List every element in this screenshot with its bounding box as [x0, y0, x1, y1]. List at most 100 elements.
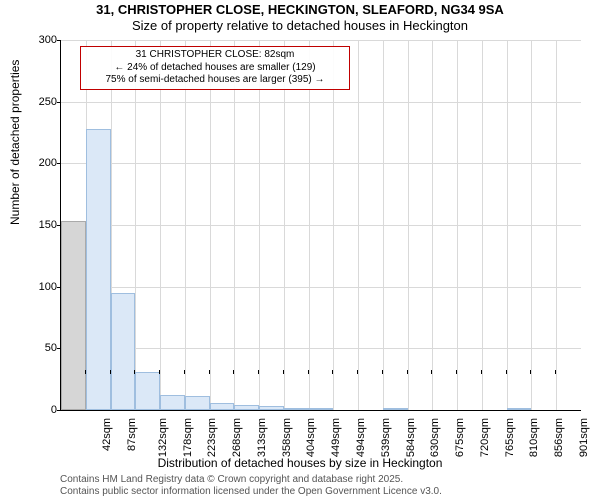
gridline-v — [259, 40, 260, 410]
xtick-mark — [431, 370, 432, 374]
xtick-mark — [60, 370, 61, 374]
y-axis-label: Number of detached properties — [8, 60, 22, 225]
ytick-label: 200 — [23, 157, 57, 169]
xtick-mark — [357, 370, 358, 374]
xtick-mark — [258, 370, 259, 374]
gridline-h — [61, 102, 581, 103]
xtick-label: 132sqm — [157, 418, 169, 457]
bar — [259, 406, 284, 410]
xtick-label: 765sqm — [504, 418, 516, 457]
ytick-mark — [57, 163, 61, 164]
bar — [210, 403, 235, 410]
footer-line1: Contains HM Land Registry data © Crown c… — [60, 474, 442, 486]
xtick-mark — [382, 370, 383, 374]
xtick-mark — [159, 370, 160, 374]
gridline-v — [284, 40, 285, 410]
ytick-mark — [57, 410, 61, 411]
bar — [111, 293, 136, 410]
ytick-label: 250 — [23, 96, 57, 108]
xtick-label: 223sqm — [207, 418, 219, 457]
gridline-v — [457, 40, 458, 410]
xtick-mark — [184, 370, 185, 374]
gridline-v — [160, 40, 161, 410]
gridline-v — [531, 40, 532, 410]
bar — [309, 408, 334, 410]
xtick-mark — [506, 370, 507, 374]
xtick-label: 856sqm — [553, 418, 565, 457]
bar — [86, 129, 111, 410]
ytick-label: 150 — [23, 219, 57, 231]
xtick-label: 404sqm — [306, 418, 318, 457]
gridline-v — [383, 40, 384, 410]
annotation-line1: 31 CHRISTOPHER CLOSE: 82sqm — [87, 49, 343, 62]
xtick-mark — [456, 370, 457, 374]
xtick-mark — [85, 370, 86, 374]
ytick-label: 50 — [23, 342, 57, 354]
bar — [284, 408, 309, 410]
ytick-mark — [57, 40, 61, 41]
gridline-v — [408, 40, 409, 410]
xtick-label: 720sqm — [479, 418, 491, 457]
x-axis-label: Distribution of detached houses by size … — [0, 456, 600, 470]
footer-line2: Contains public sector information licen… — [60, 486, 442, 498]
gridline-h — [61, 163, 581, 164]
xtick-label: 268sqm — [231, 418, 243, 457]
gridline-h — [61, 287, 581, 288]
bar — [185, 396, 210, 410]
xtick-mark — [530, 370, 531, 374]
ytick-label: 300 — [23, 34, 57, 46]
xtick-label: 449sqm — [330, 418, 342, 457]
ytick-label: 0 — [23, 404, 57, 416]
gridline-v — [234, 40, 235, 410]
xtick-label: 42sqm — [101, 418, 113, 451]
xtick-mark — [555, 370, 556, 374]
xtick-label: 584sqm — [405, 418, 417, 457]
xtick-mark — [209, 370, 210, 374]
xtick-mark — [233, 370, 234, 374]
xtick-label: 810sqm — [528, 418, 540, 457]
xtick-mark — [407, 370, 408, 374]
xtick-label: 675sqm — [454, 418, 466, 457]
gridline-v — [556, 40, 557, 410]
footer-attribution: Contains HM Land Registry data © Crown c… — [60, 474, 442, 498]
xtick-mark — [332, 370, 333, 374]
annotation-box: 31 CHRISTOPHER CLOSE: 82sqm ← 24% of det… — [80, 46, 350, 90]
gridline-v — [358, 40, 359, 410]
gridline-v — [482, 40, 483, 410]
gridline-v — [333, 40, 334, 410]
xtick-label: 630sqm — [429, 418, 441, 457]
gridline-v — [135, 40, 136, 410]
bar — [160, 395, 185, 410]
gridline-h — [61, 348, 581, 349]
xtick-label: 901sqm — [578, 418, 590, 457]
gridline-v — [210, 40, 211, 410]
xtick-label: 87sqm — [126, 418, 138, 451]
xtick-label: 358sqm — [281, 418, 293, 457]
chart-title: 31, CHRISTOPHER CLOSE, HECKINGTON, SLEAF… — [0, 2, 600, 17]
bar-highlight — [61, 221, 86, 410]
gridline-h — [61, 40, 581, 41]
xtick-mark — [308, 370, 309, 374]
xtick-mark — [110, 370, 111, 374]
xtick-label: 539sqm — [380, 418, 392, 457]
bar — [135, 372, 160, 410]
bar — [383, 408, 408, 410]
bar — [507, 408, 532, 410]
xtick-label: 178sqm — [182, 418, 194, 457]
xtick-mark — [283, 370, 284, 374]
bar — [234, 405, 259, 410]
chart-container: 31, CHRISTOPHER CLOSE, HECKINGTON, SLEAF… — [0, 0, 600, 500]
xtick-mark — [481, 370, 482, 374]
xtick-label: 494sqm — [355, 418, 367, 457]
plot-area: 050100150200250300 — [60, 40, 581, 411]
gridline-v — [185, 40, 186, 410]
gridline-h — [61, 225, 581, 226]
annotation-line2: ← 24% of detached houses are smaller (12… — [87, 62, 343, 75]
gridline-v — [432, 40, 433, 410]
xtick-label: 313sqm — [256, 418, 268, 457]
ytick-mark — [57, 102, 61, 103]
chart-subtitle: Size of property relative to detached ho… — [0, 18, 600, 33]
gridline-v — [507, 40, 508, 410]
ytick-label: 100 — [23, 281, 57, 293]
xtick-mark — [134, 370, 135, 374]
